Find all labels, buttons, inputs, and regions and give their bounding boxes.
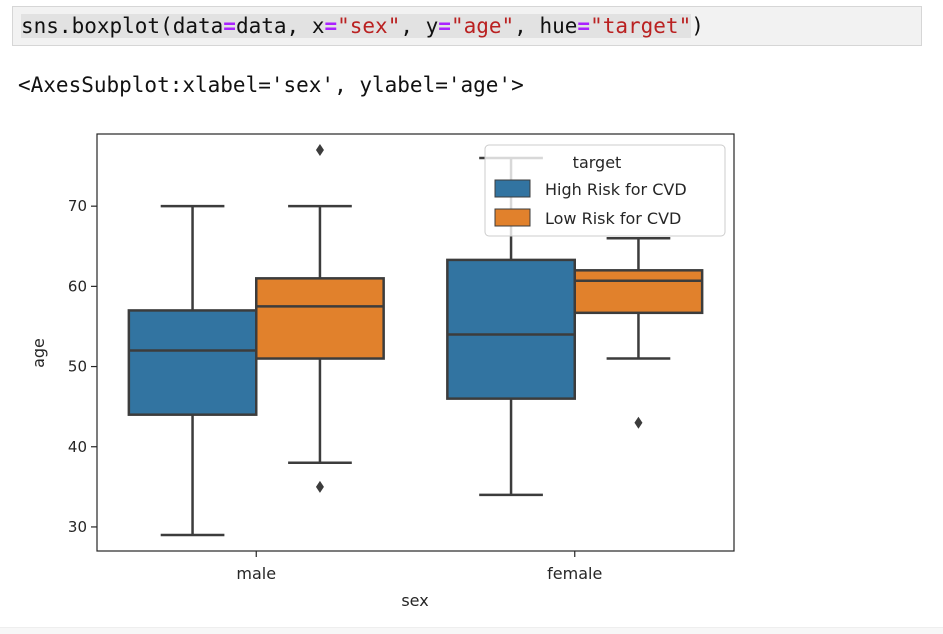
- outlier-point: [315, 144, 324, 157]
- code-fn: sns.boxplot(: [21, 14, 173, 38]
- code-sep: ,: [400, 14, 426, 38]
- legend-label-high-risk: High Risk for CVD: [545, 180, 687, 199]
- legend-swatch-low-risk: [494, 208, 531, 227]
- legend-title: target: [573, 153, 622, 172]
- code-eq: =: [223, 14, 236, 38]
- box-iqr: [573, 269, 704, 315]
- box-iqr: [127, 309, 258, 416]
- legend-frame: [484, 144, 726, 237]
- code-sep: ,: [514, 14, 540, 38]
- code-cell[interactable]: sns.boxplot(data=data, x="sex", y="age",…: [12, 6, 922, 46]
- code-eq: =: [324, 14, 338, 38]
- bottom-strip: [0, 627, 943, 634]
- code-val-data: data,: [235, 14, 312, 38]
- legend-label-low-risk: Low Risk for CVD: [545, 209, 681, 228]
- code-str-age: "age": [450, 14, 515, 38]
- x-tick-label: male: [236, 564, 276, 583]
- box-iqr: [255, 277, 385, 360]
- outlier-point: [315, 480, 324, 493]
- code-text: sns.boxplot(data=data, x="sex", y="age",…: [21, 14, 692, 38]
- y-tick-label: 50: [68, 358, 87, 376]
- code-kw-hue: hue: [539, 14, 578, 38]
- box-iqr: [446, 258, 577, 400]
- code-eq: =: [577, 14, 591, 38]
- y-tick-label: 30: [68, 518, 87, 536]
- code-close-paren: ): [691, 14, 704, 38]
- code-kw-x: x: [311, 14, 325, 38]
- outlier-point: [634, 416, 643, 429]
- legend: target High Risk for CVD Low Risk for CV…: [484, 144, 726, 237]
- code-str-target: "target": [590, 14, 692, 38]
- y-tick-label: 70: [68, 197, 87, 215]
- cell-output-text: <AxesSubplot:xlabel='sex', ylabel='age'>: [18, 73, 524, 97]
- code-str-sex: "sex": [337, 14, 401, 38]
- code-eq: =: [438, 14, 451, 38]
- x-axis-label: sex: [401, 591, 428, 610]
- y-axis-label: age: [29, 338, 48, 368]
- code-kw-data: data: [172, 14, 224, 38]
- x-tick-label: female: [547, 564, 602, 583]
- code-line: sns.boxplot(data=data, x="sex", y="age",…: [21, 13, 704, 39]
- y-tick-label: 60: [68, 277, 87, 295]
- legend-swatch-high-risk: [494, 179, 531, 198]
- y-tick-label: 40: [68, 438, 87, 456]
- code-kw-y: y: [425, 14, 439, 38]
